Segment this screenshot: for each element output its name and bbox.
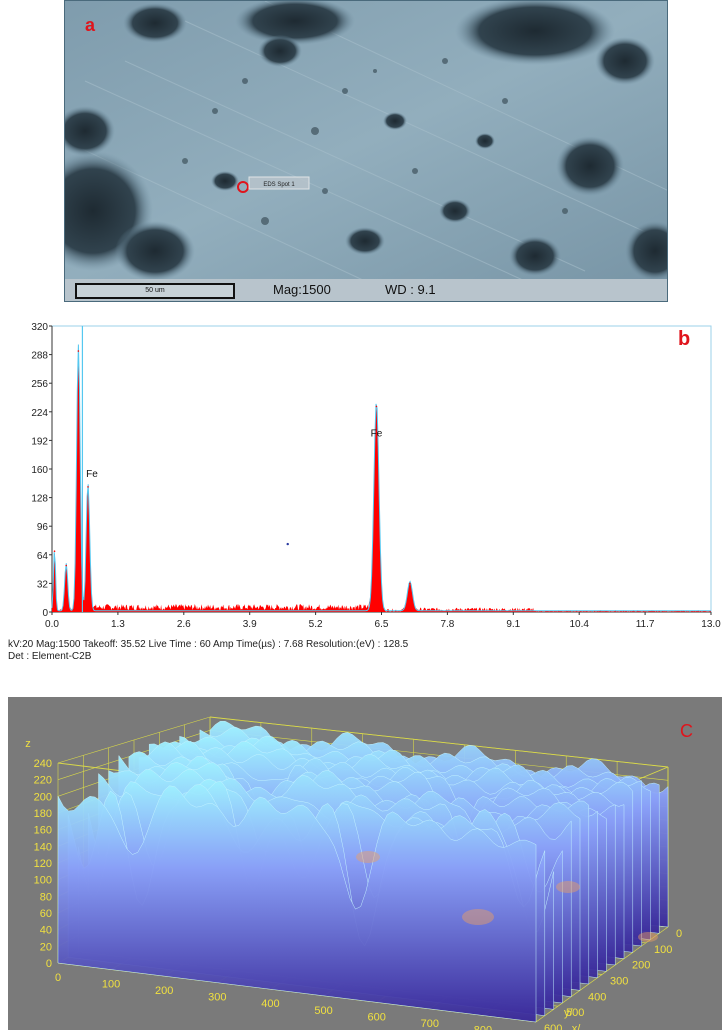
x-tick-label: 6.5	[375, 619, 389, 628]
surface-strip	[57, 785, 537, 1023]
x-tick-label: 600	[367, 1011, 385, 1023]
eds-peak-label: Fe	[86, 469, 98, 480]
x-tick-label: 300	[208, 992, 226, 1004]
z-tick-label: 40	[40, 925, 52, 937]
x-tick-label: 2.6	[177, 619, 191, 628]
x-tick-label: 3.9	[243, 619, 257, 628]
x-tick-label: 800	[474, 1024, 492, 1030]
x-tick-label: 7.8	[440, 619, 454, 628]
z-tick-label: 200	[34, 791, 52, 803]
z-tick-label: 80	[40, 891, 52, 903]
eds-acquisition-params: kV:20 Mag:1500 Takeoff: 35.52 Live Time …	[8, 639, 409, 650]
eds-peak-point	[65, 564, 67, 567]
x-tick-label: 11.7	[636, 619, 655, 628]
z-tick-label: 160	[34, 825, 52, 837]
y-tick-label: 500	[566, 1007, 584, 1019]
y-tick-label: 0	[42, 608, 48, 619]
x-tick-label: 9.1	[506, 619, 520, 628]
y-tick-label: 300	[610, 976, 628, 988]
y-tick-label: 200	[632, 960, 650, 972]
eds-peak-point	[87, 486, 89, 488]
z-tick-label: 100	[34, 875, 52, 887]
eds-spot-label-box	[248, 176, 310, 190]
sem-micrograph: EDS Spot 1	[65, 1, 667, 282]
z-tick-label: 220	[34, 775, 52, 787]
eds-detector: Det : Element-C2B	[8, 651, 92, 662]
sem-particles	[65, 1, 667, 281]
y-tick-label: 64	[37, 551, 49, 562]
eds-peak-point	[375, 405, 378, 408]
panel-letter-a: a	[85, 15, 96, 35]
x-tick-label: 0	[55, 972, 61, 984]
y-tick-label: 32	[37, 579, 49, 590]
sem-working-distance: WD : 9.1	[385, 282, 436, 297]
x-tick-label: 100	[102, 979, 120, 991]
z-tick-label: 140	[34, 841, 52, 853]
eds-peak-label: Fe	[371, 428, 383, 439]
surface-3d-panel: 0 20 40 60 80 100 120 140 160 180 200 220 240 z 0 100 20…	[8, 697, 722, 1030]
surface-highlight	[356, 851, 380, 863]
x-axis-label: x/	[572, 1023, 582, 1030]
z-tick-label: 20	[40, 941, 52, 953]
sem-magnification: Mag:1500	[273, 282, 331, 297]
eds-spectrum-panel: 0 32 64 96 128 160 192 224 256 288 320 0.0 1.3 2.6 3.9…	[0, 318, 724, 662]
x-tick-label: 700	[421, 1018, 439, 1030]
x-tick-label: 0.0	[45, 619, 59, 628]
x-tick-label: 500	[314, 1005, 332, 1017]
z-tick-label: 240	[34, 758, 52, 770]
x-tick-label: 200	[155, 985, 173, 997]
y-tick-label: 256	[31, 379, 48, 390]
z-tick-label: 180	[34, 808, 52, 820]
x-tick-label: 13.0	[701, 619, 721, 628]
surface-3d-mesh	[57, 721, 669, 1023]
x-tick-label: 400	[261, 998, 279, 1010]
z-tick-label: 120	[34, 858, 52, 870]
y-tick-label: 224	[31, 408, 48, 419]
eds-peak-point	[409, 582, 411, 585]
eds-peak-point	[77, 350, 80, 352]
panel-letter-c: C	[680, 721, 693, 741]
eds-peak-point	[53, 550, 56, 553]
z-tick-label: 60	[40, 908, 52, 920]
eds-spectrum-outline	[51, 344, 711, 612]
y-tick-label: 96	[37, 522, 49, 533]
x-tick-label: 5.2	[309, 619, 323, 628]
surface-highlight	[638, 932, 658, 942]
z-tick-label: 0	[46, 958, 52, 970]
y-tick-label: 0	[676, 928, 682, 940]
eds-stray-point	[286, 542, 289, 546]
y-tick-label: 100	[654, 944, 672, 956]
eds-spot-label: EDS Spot 1	[263, 182, 295, 188]
y-tick-label: 288	[31, 351, 48, 362]
eds-spectrum-chart: 0 32 64 96 128 160 192 224 256 288 320 0.0 1.3 2.6 3.9…	[31, 322, 721, 630]
y-tick-label: 192	[31, 436, 48, 447]
scale-bar: 50 um	[75, 283, 235, 299]
sem-image-panel: EDS Spot 1 a 50 um Mag:1500 WD : 9.1	[64, 0, 668, 302]
surface-highlight	[556, 881, 580, 893]
z-axis-label: z	[25, 738, 31, 750]
panel-letter-b: b	[678, 328, 691, 350]
eds-spot-marker	[237, 181, 249, 193]
y-tick-label: 320	[31, 322, 48, 333]
y-tick-label: 160	[31, 465, 48, 476]
surface-highlight	[462, 909, 494, 925]
y-tick-label: 600	[544, 1023, 562, 1030]
sem-info-bar: 50 um Mag:1500 WD : 9.1	[65, 279, 667, 301]
x-tick-label: 10.4	[569, 619, 589, 628]
y-tick-label: 400	[588, 991, 606, 1003]
x-tick-label: 1.3	[111, 619, 125, 628]
y-axis-label: y/	[564, 1007, 574, 1019]
y-tick-label: 128	[31, 494, 48, 505]
